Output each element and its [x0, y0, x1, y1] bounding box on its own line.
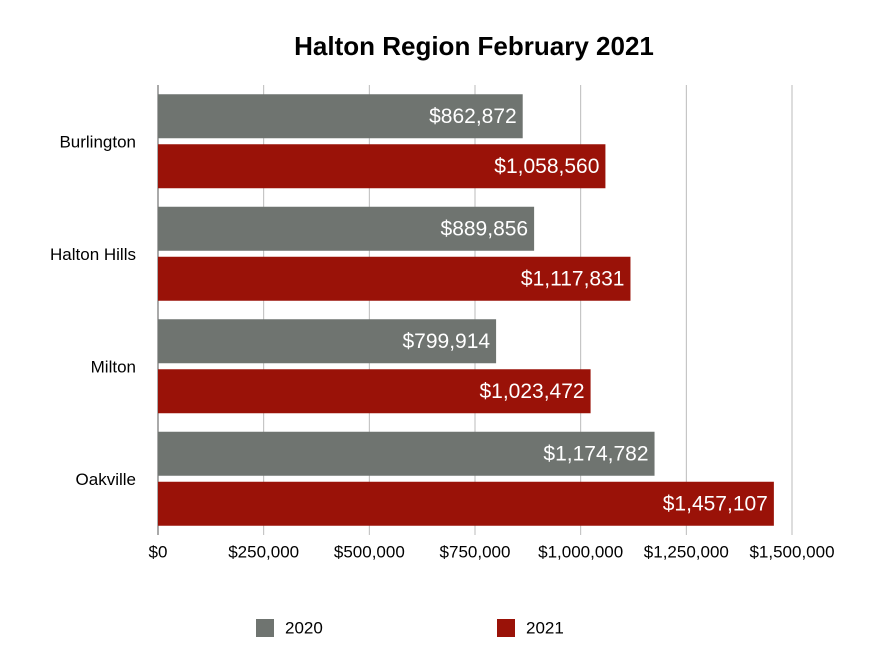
bar	[158, 206, 535, 251]
x-tick-label: $1,000,000	[538, 542, 623, 561]
value-label: $1,174,782	[543, 442, 648, 465]
value-label: $1,117,831	[521, 267, 625, 290]
value-label: $1,058,560	[494, 155, 599, 178]
bar	[158, 256, 631, 301]
x-tick-label: $0	[149, 542, 168, 561]
value-label: $889,856	[441, 217, 529, 240]
legend-swatch	[256, 619, 274, 637]
value-label: $1,457,107	[663, 492, 768, 515]
y-tick-label: Halton Hills	[50, 245, 136, 264]
y-tick-label: Burlington	[59, 133, 136, 152]
x-tick-label: $250,000	[228, 542, 299, 561]
x-tick-label: $750,000	[440, 542, 511, 561]
y-tick-label: Oakville	[76, 470, 136, 489]
x-tick-label: $1,250,000	[644, 542, 729, 561]
value-label: $1,023,472	[479, 380, 584, 403]
bar	[158, 369, 591, 414]
legend-label: 2021	[526, 618, 564, 637]
x-tick-label: $1,500,000	[749, 542, 834, 561]
value-label: $862,872	[429, 105, 517, 128]
legend-label: 2020	[285, 618, 323, 637]
legend-swatch	[497, 619, 515, 637]
chart-title: Halton Region February 2021	[294, 31, 654, 61]
bar	[158, 319, 497, 364]
value-label: $799,914	[403, 330, 491, 353]
x-tick-label: $500,000	[334, 542, 405, 561]
bar	[158, 481, 774, 526]
y-tick-label: Milton	[91, 358, 136, 377]
bar	[158, 144, 606, 189]
bar	[158, 431, 655, 476]
bar	[158, 94, 523, 139]
